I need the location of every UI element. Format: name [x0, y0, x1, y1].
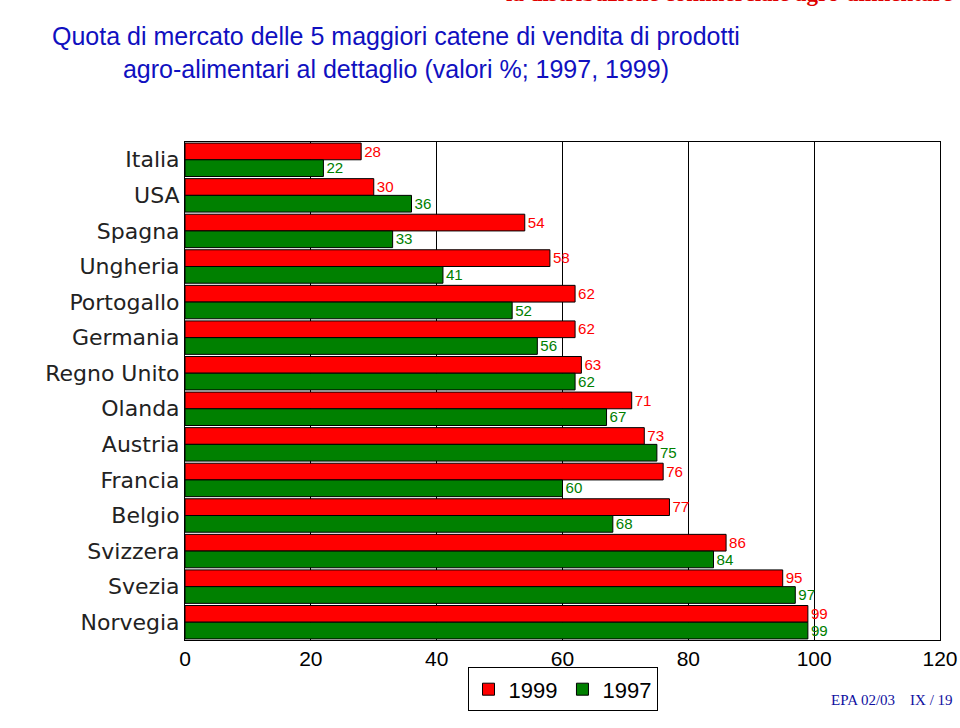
svg-text:86: 86 — [729, 534, 746, 551]
svg-text:la distribuzione commerciale a: la distribuzione commerciale agro-alimen… — [506, 0, 953, 6]
svg-text:97: 97 — [798, 586, 815, 603]
svg-text:Germania: Germania — [72, 325, 180, 350]
svg-text:Svizzera: Svizzera — [87, 539, 179, 564]
svg-text:Italia: Italia — [125, 147, 179, 172]
svg-text:Quota di mercato delle 5 maggi: Quota di mercato delle 5 maggiori catene… — [52, 22, 740, 83]
svg-text:120: 120 — [922, 647, 957, 670]
svg-text:Olanda: Olanda — [101, 396, 179, 421]
svg-text:76: 76 — [666, 463, 683, 480]
svg-text:77: 77 — [672, 498, 689, 515]
svg-text:Regno Unito: Regno Unito — [45, 361, 179, 386]
svg-text:Belgio: Belgio — [111, 503, 179, 528]
svg-text:73: 73 — [647, 427, 664, 444]
svg-text:99: 99 — [811, 622, 828, 639]
svg-text:80: 80 — [677, 647, 700, 670]
svg-text:100: 100 — [797, 647, 832, 670]
svg-text:36: 36 — [415, 195, 432, 212]
svg-text:41: 41 — [446, 266, 463, 283]
svg-text:20: 20 — [299, 647, 322, 670]
svg-text:99: 99 — [811, 605, 828, 622]
svg-text:1997: 1997 — [602, 678, 651, 703]
svg-text:1999: 1999 — [509, 678, 558, 703]
svg-text:Ungheria: Ungheria — [79, 254, 179, 279]
svg-text:Austria: Austria — [102, 432, 180, 457]
svg-text:54: 54 — [528, 214, 545, 231]
svg-text:68: 68 — [616, 515, 633, 532]
svg-text:28: 28 — [364, 143, 381, 160]
svg-text:60: 60 — [566, 479, 583, 496]
svg-text:56: 56 — [540, 337, 557, 354]
svg-text:62: 62 — [578, 320, 595, 337]
svg-text:58: 58 — [553, 249, 570, 266]
svg-text:52: 52 — [515, 302, 532, 319]
svg-text:63: 63 — [584, 356, 601, 373]
svg-text:22: 22 — [326, 159, 343, 176]
svg-text:84: 84 — [717, 551, 734, 568]
svg-text:30: 30 — [377, 178, 394, 195]
svg-text:75: 75 — [660, 444, 677, 461]
svg-text:Svezia: Svezia — [108, 574, 180, 599]
svg-text:EPA 02/03 IX / 19: EPA 02/03 IX / 19 — [831, 692, 953, 708]
svg-text:0: 0 — [179, 647, 191, 670]
svg-text:Francia: Francia — [100, 468, 179, 493]
svg-text:USA: USA — [134, 183, 180, 208]
svg-text:60: 60 — [551, 647, 574, 670]
svg-text:Portogallo: Portogallo — [69, 290, 179, 315]
svg-text:40: 40 — [425, 647, 448, 670]
svg-text:33: 33 — [396, 230, 413, 247]
svg-text:62: 62 — [578, 373, 595, 390]
svg-text:95: 95 — [786, 569, 803, 586]
svg-text:67: 67 — [610, 408, 627, 425]
svg-text:62: 62 — [578, 285, 595, 302]
svg-text:Spagna: Spagna — [97, 219, 180, 244]
svg-text:71: 71 — [635, 392, 652, 409]
svg-text:Norvegia: Norvegia — [81, 610, 180, 635]
